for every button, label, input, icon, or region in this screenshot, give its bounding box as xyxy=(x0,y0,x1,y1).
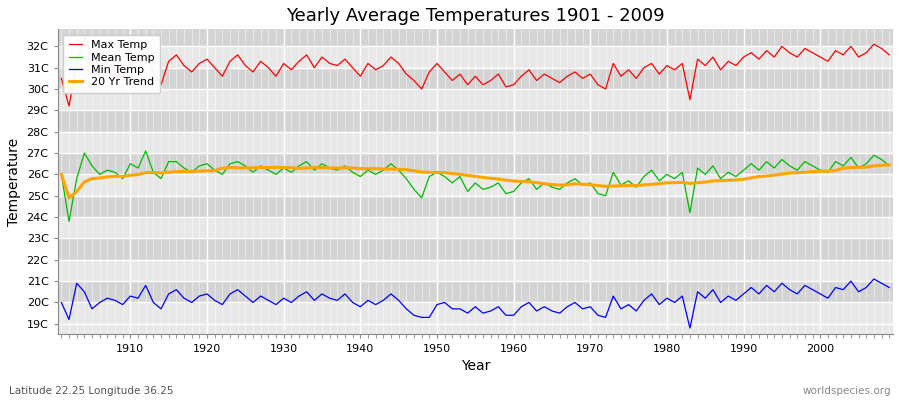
Title: Yearly Average Temperatures 1901 - 2009: Yearly Average Temperatures 1901 - 2009 xyxy=(286,7,664,25)
Mean Temp xyxy=(884,164,895,168)
Max Temp xyxy=(302,52,312,57)
Min Temp xyxy=(56,300,67,305)
Min Temp xyxy=(884,285,895,290)
20 Yr Trend xyxy=(64,196,75,200)
Max Temp xyxy=(56,76,67,81)
20 Yr Trend xyxy=(508,178,519,183)
Mean Temp xyxy=(347,170,358,175)
20 Yr Trend xyxy=(516,179,526,184)
Max Temp xyxy=(884,52,895,57)
Bar xyxy=(58,89,893,110)
Mean Temp xyxy=(64,219,75,224)
Text: Latitude 22.25 Longitude 36.25: Latitude 22.25 Longitude 36.25 xyxy=(9,386,174,396)
Max Temp xyxy=(132,59,143,64)
Bar xyxy=(58,132,893,153)
Bar xyxy=(58,174,893,196)
20 Yr Trend xyxy=(339,165,350,170)
Min Temp xyxy=(600,315,611,320)
Mean Temp xyxy=(302,159,312,164)
Mean Temp xyxy=(516,180,526,185)
Min Temp xyxy=(332,298,343,303)
Line: Min Temp: Min Temp xyxy=(61,279,889,328)
Min Temp xyxy=(500,313,511,318)
Bar xyxy=(58,68,893,89)
Line: 20 Yr Trend: 20 Yr Trend xyxy=(61,165,889,198)
Mean Temp xyxy=(56,172,67,177)
Bar xyxy=(58,29,893,46)
Bar xyxy=(58,281,893,302)
Text: worldspecies.org: worldspecies.org xyxy=(803,386,891,396)
Legend: Max Temp, Mean Temp, Min Temp, 20 Yr Trend: Max Temp, Mean Temp, Min Temp, 20 Yr Tre… xyxy=(63,35,160,93)
Min Temp xyxy=(868,276,879,281)
Bar xyxy=(58,110,893,132)
20 Yr Trend xyxy=(608,184,618,188)
20 Yr Trend xyxy=(125,173,136,178)
Max Temp xyxy=(79,36,90,40)
Min Temp xyxy=(286,300,297,305)
Line: Mean Temp: Mean Temp xyxy=(61,151,889,221)
Bar xyxy=(58,302,893,324)
20 Yr Trend xyxy=(293,166,304,171)
Bar xyxy=(58,238,893,260)
Min Temp xyxy=(508,313,519,318)
Max Temp xyxy=(516,74,526,79)
Bar xyxy=(58,153,893,174)
Max Temp xyxy=(64,104,75,108)
Mean Temp xyxy=(616,183,626,188)
20 Yr Trend xyxy=(884,162,895,167)
Max Temp xyxy=(524,68,535,72)
Bar xyxy=(58,260,893,281)
Mean Temp xyxy=(524,176,535,181)
Min Temp xyxy=(117,302,128,307)
Bar xyxy=(58,217,893,238)
Mean Temp xyxy=(140,148,151,153)
Min Temp xyxy=(685,326,696,330)
Bar xyxy=(58,324,893,334)
Mean Temp xyxy=(125,161,136,166)
Max Temp xyxy=(616,74,626,79)
Bar xyxy=(58,46,893,68)
Y-axis label: Temperature: Temperature xyxy=(7,138,21,226)
X-axis label: Year: Year xyxy=(461,359,490,373)
Bar xyxy=(58,196,893,217)
Line: Max Temp: Max Temp xyxy=(61,38,889,106)
20 Yr Trend xyxy=(56,172,67,177)
Max Temp xyxy=(347,65,358,70)
